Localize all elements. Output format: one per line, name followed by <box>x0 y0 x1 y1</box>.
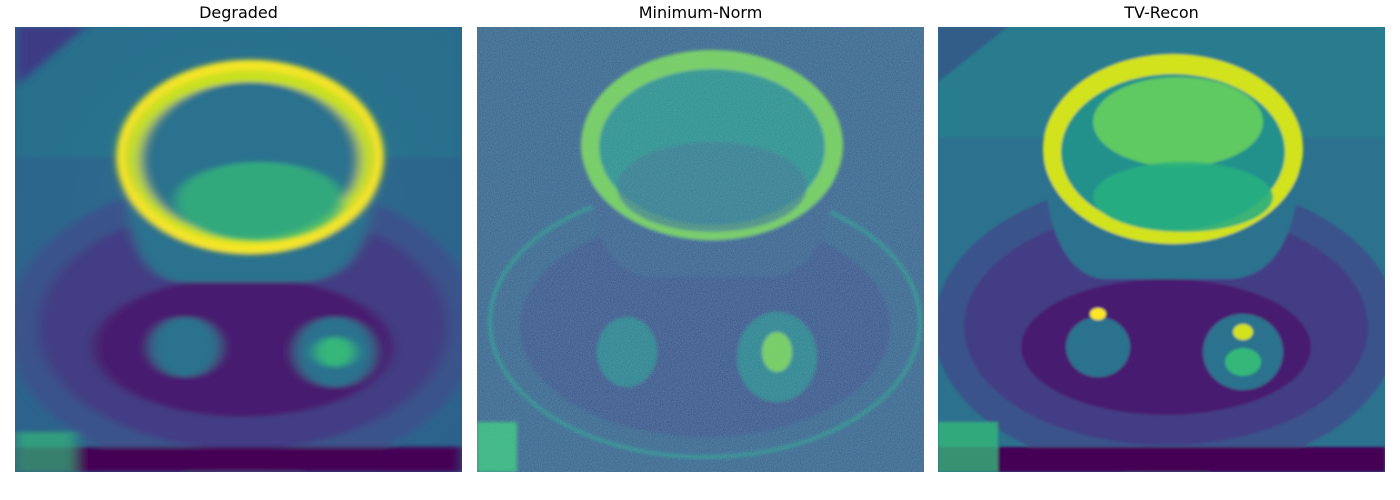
panel-degraded: Degraded <box>15 0 462 500</box>
panel-minimum-norm: Minimum-Norm <box>477 0 924 500</box>
panel-title-minimum-norm: Minimum-Norm <box>638 3 763 22</box>
panel-title-degraded: Degraded <box>199 3 278 22</box>
image-tv-recon <box>938 27 1385 472</box>
panel-tv-recon: TV-Recon <box>938 0 1385 500</box>
image-degraded <box>15 27 462 472</box>
image-minimum-norm <box>477 27 924 472</box>
panel-title-tv-recon: TV-Recon <box>1124 3 1199 22</box>
